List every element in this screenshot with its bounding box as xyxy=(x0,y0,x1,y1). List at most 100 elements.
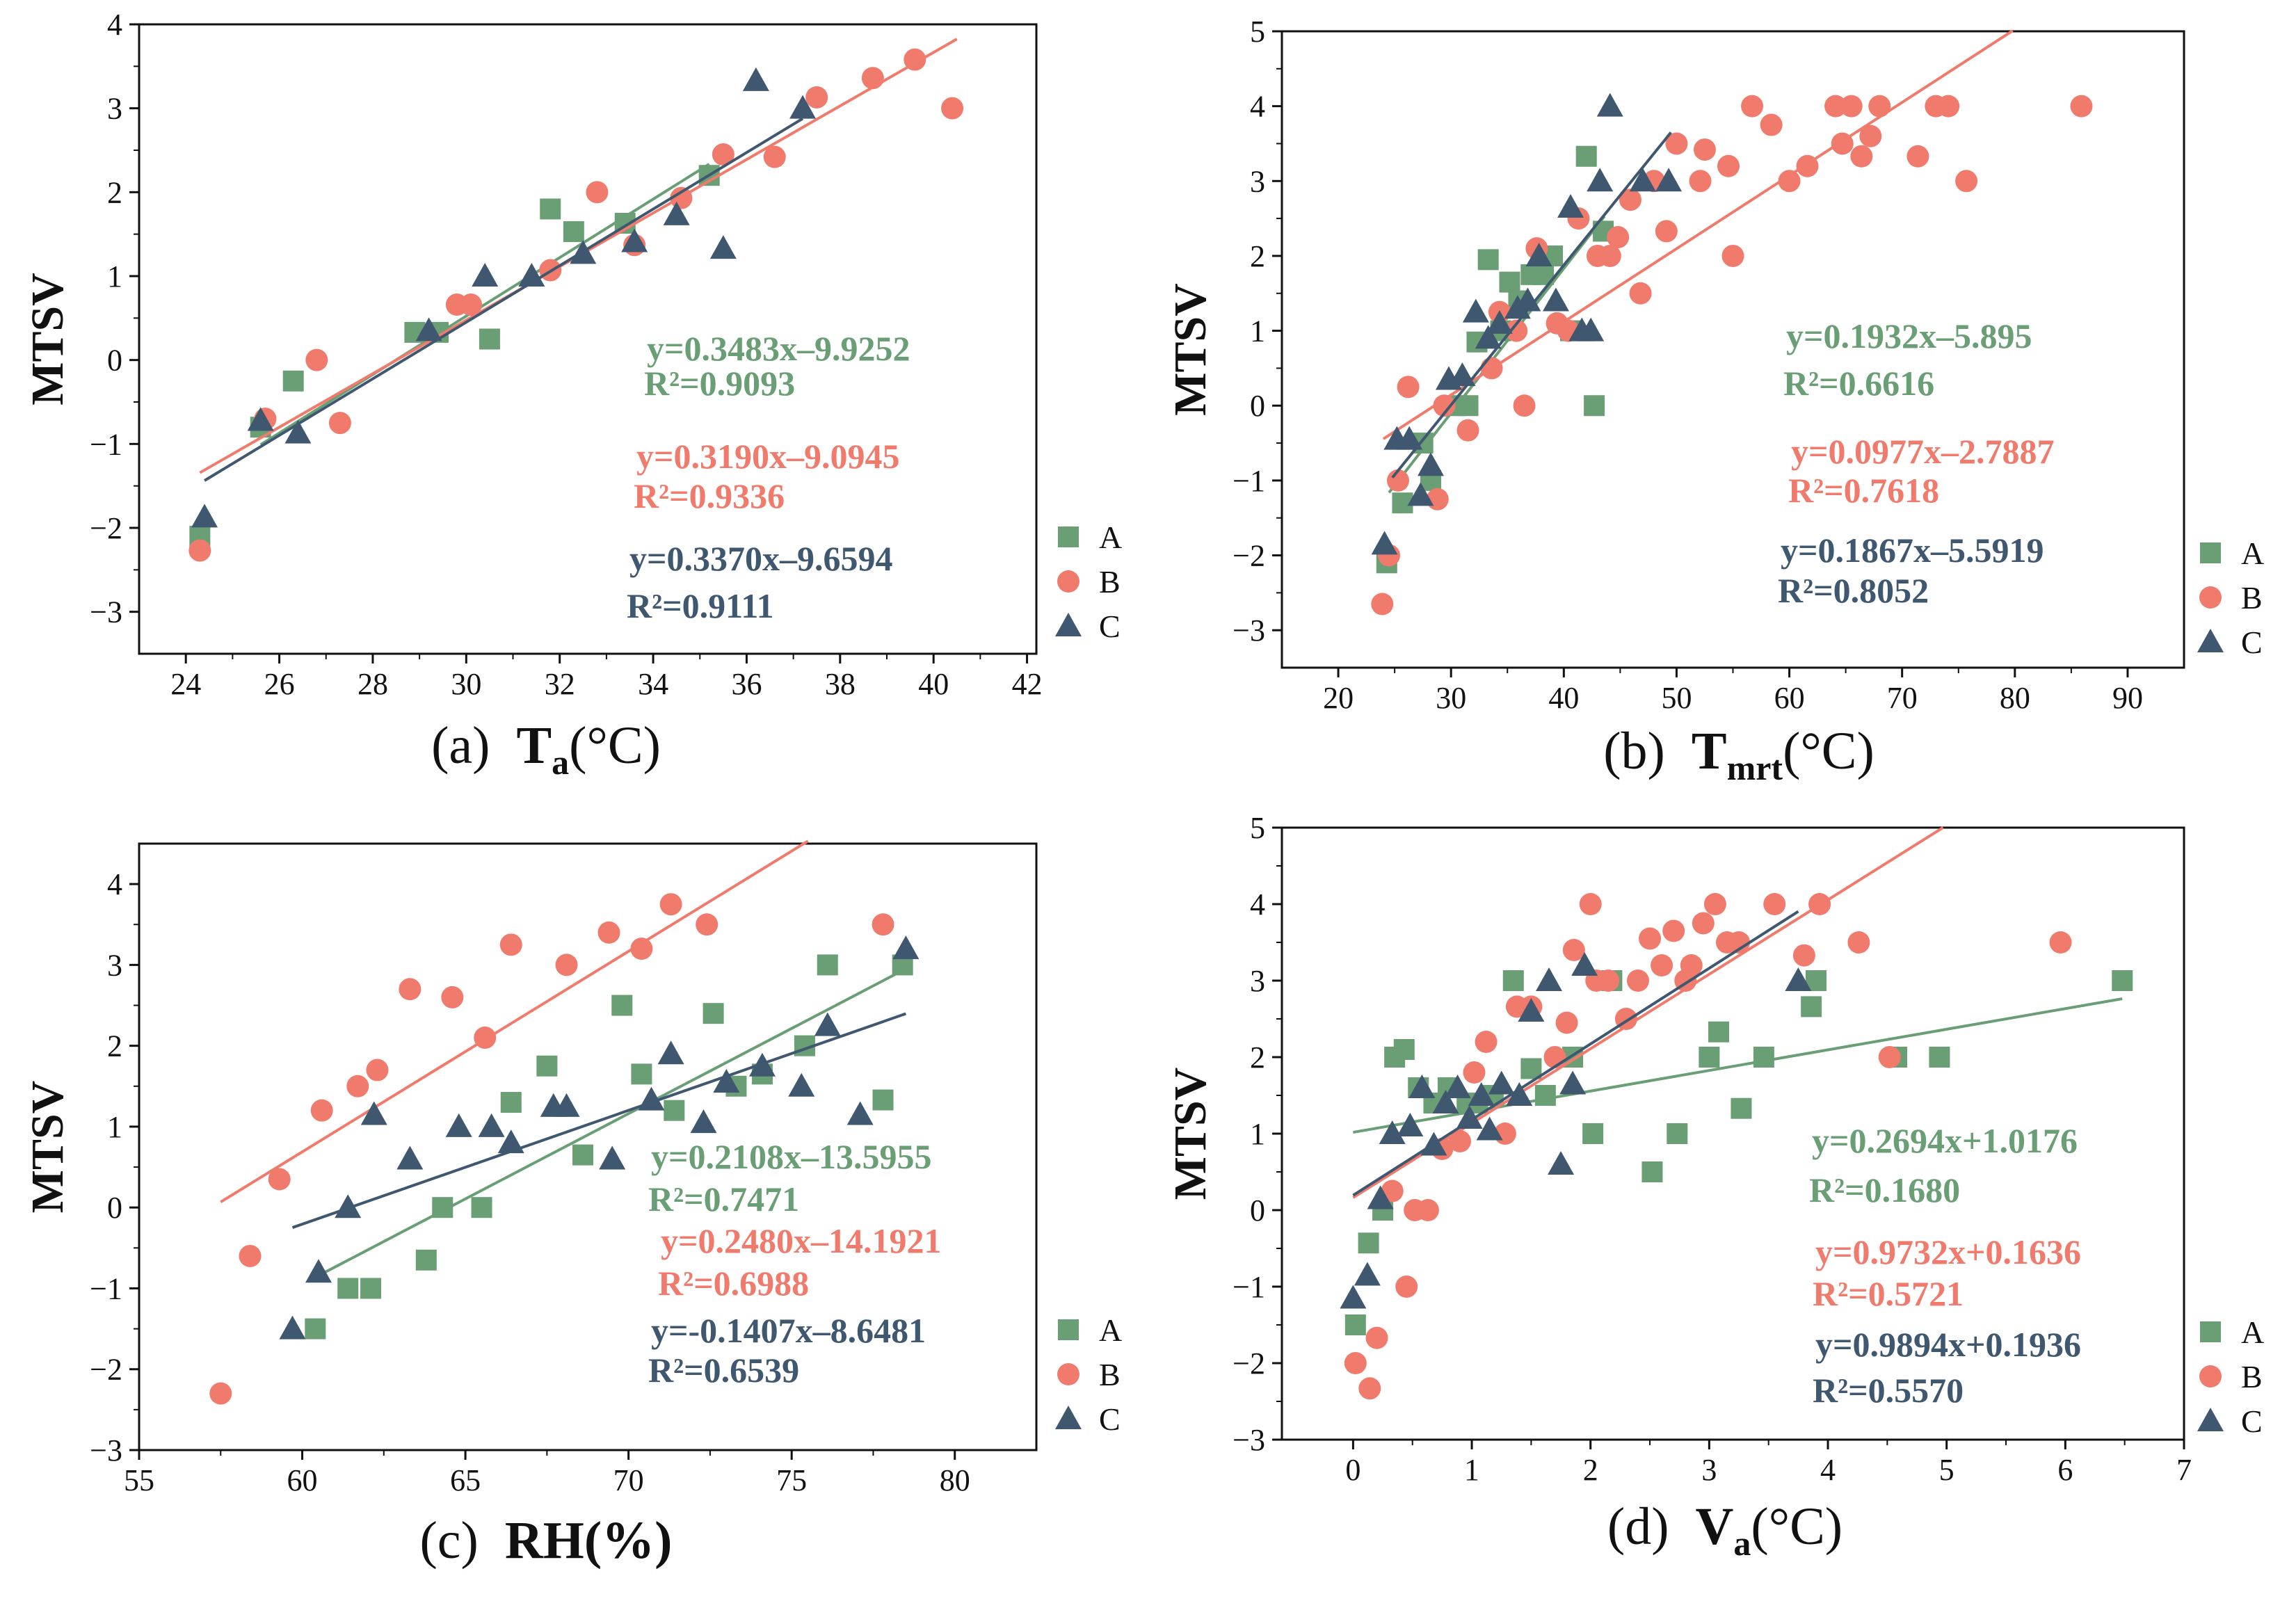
data-point-C xyxy=(1340,1285,1367,1309)
x-tick-label: 36 xyxy=(731,667,762,701)
data-point-B xyxy=(1626,970,1649,992)
data-point-C xyxy=(1420,1132,1447,1156)
data-point-C xyxy=(1506,1082,1533,1106)
equation-C: y=0.1867x–5.5919 xyxy=(1781,531,2044,570)
data-point-B xyxy=(1475,1031,1498,1053)
data-point-B xyxy=(1562,939,1585,961)
data-point-C xyxy=(1396,426,1423,450)
data-point-C xyxy=(1407,482,1434,506)
data-point-A xyxy=(1534,1085,1556,1106)
data-point-B xyxy=(1808,893,1831,915)
x-tick-label: 40 xyxy=(918,667,949,701)
data-point-B xyxy=(712,143,734,166)
x-tick-label: 55 xyxy=(124,1463,154,1497)
y-axis-label: MTSV xyxy=(1165,1068,1216,1200)
data-point-C xyxy=(415,317,442,341)
panel-c: 55 60 65 70 75 80 −3 −2 −1 0 1 2 3 4 MTSV (c) RH(%) y=0.… xyxy=(22,839,1122,1570)
data-point-B xyxy=(305,348,328,371)
data-point-B xyxy=(188,539,211,562)
data-point-C xyxy=(1456,1105,1483,1129)
legend-label-A: A xyxy=(1099,1312,1122,1348)
data-point-B xyxy=(1543,1046,1566,1068)
data-point-B xyxy=(1358,1377,1381,1400)
data-point-C xyxy=(1571,952,1598,976)
data-point-A xyxy=(1502,970,1524,991)
data-point-B xyxy=(1850,145,1873,168)
y-tick-label: −2 xyxy=(90,511,122,545)
data-point-A xyxy=(563,221,584,243)
data-point-B xyxy=(1680,954,1703,976)
legend-label-C: C xyxy=(1099,1401,1121,1437)
data-point-B xyxy=(1655,220,1678,243)
legend-marker-A xyxy=(1058,1319,1079,1340)
legend-marker-C xyxy=(1055,613,1082,636)
data-point-B xyxy=(586,181,609,204)
legend-marker-C xyxy=(1055,1406,1082,1429)
data-point-C xyxy=(570,240,597,264)
data-point-B xyxy=(763,145,786,168)
data-point-A xyxy=(282,370,304,392)
y-tick-label: −2 xyxy=(1233,1346,1265,1381)
x-tick-label: 34 xyxy=(638,667,668,701)
data-point-C xyxy=(1475,325,1502,349)
legend-label-B: B xyxy=(1099,564,1121,600)
data-point-C xyxy=(690,1109,717,1134)
r-squared-A: R²=0.7471 xyxy=(648,1180,799,1218)
data-point-C xyxy=(1476,1116,1503,1141)
data-point-C xyxy=(621,228,648,252)
data-point-C xyxy=(663,201,690,225)
data-point-B xyxy=(1505,319,1528,342)
x-tick-label: 90 xyxy=(2112,681,2143,715)
data-point-B xyxy=(209,1382,232,1405)
legend: ABC xyxy=(1055,1312,1122,1437)
data-point-B xyxy=(1381,1180,1404,1202)
y-tick-label: 2 xyxy=(1250,1040,1265,1075)
y-tick-label: 4 xyxy=(1250,90,1265,124)
data-point-C xyxy=(1444,1075,1471,1098)
legend-marker-C xyxy=(2197,1408,2224,1431)
fit-line-C xyxy=(291,1012,907,1229)
data-point-C xyxy=(1542,287,1569,312)
data-point-B xyxy=(310,1099,333,1122)
data-point-A xyxy=(479,328,500,350)
legend-marker-C xyxy=(2197,629,2224,652)
data-point-B xyxy=(1598,244,1621,267)
r-squared-B: R²=0.9336 xyxy=(634,476,785,515)
data-point-A xyxy=(1457,395,1479,417)
x-tick-label: 1 xyxy=(1464,1453,1479,1487)
x-tick-label: 3 xyxy=(1701,1453,1717,1487)
data-point-B xyxy=(1395,1276,1418,1298)
x-tick-label: 80 xyxy=(940,1463,970,1497)
data-point-A xyxy=(1477,249,1499,271)
data-point-C xyxy=(1488,1070,1515,1095)
y-tick-label: 2 xyxy=(1250,239,1265,273)
data-point-A xyxy=(2112,970,2133,991)
x-tick-label: 7 xyxy=(2176,1453,2192,1487)
data-point-C xyxy=(713,1068,740,1093)
y-tick-label: −2 xyxy=(1233,539,1265,573)
r-squared-C: R²=0.6539 xyxy=(648,1351,799,1390)
data-point-A xyxy=(1929,1047,1950,1068)
y-tick-label: 5 xyxy=(1250,811,1265,845)
data-point-C xyxy=(191,504,218,528)
r-squared-A: R²=0.9093 xyxy=(644,364,795,403)
data-point-A xyxy=(500,1092,522,1113)
y-tick-label: 2 xyxy=(107,175,122,209)
data-point-A xyxy=(611,995,633,1016)
data-point-B xyxy=(2070,95,2093,118)
data-point-A xyxy=(337,1278,359,1299)
y-tick-label: 3 xyxy=(107,92,122,126)
data-point-A xyxy=(360,1278,382,1299)
fit-line-C xyxy=(204,117,804,482)
r-squared-A: R²=0.1680 xyxy=(1809,1170,1960,1209)
data-point-B xyxy=(1937,95,1960,118)
y-tick-label: −1 xyxy=(90,1271,122,1305)
data-point-A xyxy=(1731,1097,1752,1119)
data-point-C xyxy=(1548,1151,1575,1175)
x-axis-label: (a) Ta(°C) xyxy=(431,716,661,782)
data-point-C xyxy=(1525,242,1552,266)
y-tick-label: −1 xyxy=(1233,1270,1265,1304)
x-tick-label: 4 xyxy=(1820,1453,1836,1487)
x-tick-label: 2 xyxy=(1583,1453,1598,1487)
